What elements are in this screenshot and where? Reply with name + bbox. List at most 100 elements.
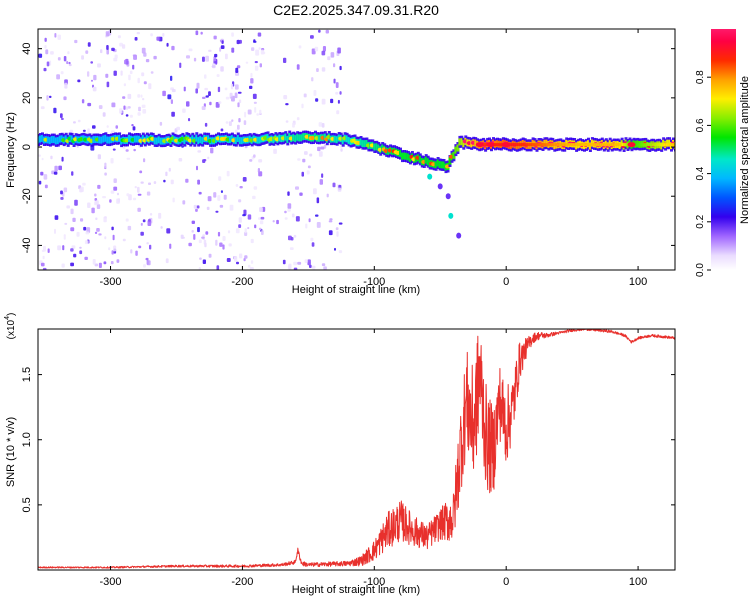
spectrogram-ridge-mid [359,138,363,146]
spectrogram-ridge-core [510,143,513,147]
spectrogram-x-tick-label: -300 [100,276,122,288]
spectrogram-ridge-core [615,143,618,147]
spectrogram-speckle [54,165,58,172]
spectrogram-speckle [54,228,56,234]
spectrogram-ridge-mid [460,138,464,146]
spectrogram-speckle [128,74,131,81]
spectrogram-ridge-mid [70,135,74,143]
spectrogram-ridge-mid [256,136,260,144]
spectrogram-speckle [113,70,117,76]
spectrogram-speckle [255,49,260,56]
spectrogram-speckle [66,61,69,65]
spectrogram-speckle [183,86,186,92]
spectrogram-ridge-core [512,143,515,147]
spectrogram-speckle [188,242,192,247]
spectrogram-speckle [139,170,143,174]
spectrogram-speckle [337,47,341,54]
spectrogram-speckle [150,71,154,74]
spectrogram-ridge-core [635,143,638,147]
spectrogram-speckle [305,223,308,229]
spectrogram-ridge-mid [302,133,306,141]
spectrogram-speckle [252,195,256,200]
spectrogram-speckle [339,65,342,71]
spectrogram-speckle [213,35,217,40]
spectrogram-speckle [231,32,234,37]
spectrogram-speckle [149,213,153,216]
spectrogram-speckle [106,45,109,50]
spectrogram-ridge-mid [266,133,270,141]
spectrogram-speckle [253,186,258,190]
spectrogram-speckle [287,208,291,212]
spectrogram-ridge-mid [296,133,300,141]
spectrogram-speckle [105,73,109,78]
spectrogram-speckle [148,83,152,90]
spectrogram-speckle [206,206,210,210]
spectrogram-ridge-mid [434,161,438,169]
spectrogram-speckle [127,93,132,99]
spectrogram-speckle [132,197,137,201]
spectrogram-speckle [212,63,216,69]
spectrogram-ridge-mid [118,134,122,142]
spectrogram-ridge-core [540,143,543,147]
spectrogram-speckle [202,96,206,99]
spectrogram-speckle [38,53,43,58]
spectrogram-ridge-mid [454,146,458,154]
spectrogram-ridge-core [554,143,557,147]
spectrogram-speckle [332,182,336,188]
spectrogram-speckle [217,195,221,201]
spectrogram-speckle [171,111,175,117]
spectrogram-speckle [244,111,247,118]
spectrogram-speckle [168,167,171,172]
spectrogram-speckle [133,54,137,60]
spectrogram-speckle [237,124,240,130]
spectrogram-ridge-mid [64,135,68,143]
spectrogram-speckle [96,228,100,232]
spectrogram-speckle [308,218,311,223]
spectrogram-speckle [153,181,157,184]
spectrogram-speckle [196,205,200,209]
spectrogram-speckle [40,171,44,176]
spectrogram-speckle [259,220,264,225]
spectrogram-speckle [48,60,52,66]
spectrogram-ridge-core [621,143,624,147]
spectrogram-ridge-mid [98,136,102,144]
spectrogram-speckle [225,96,230,100]
spectrogram-ridge-mid [234,137,238,145]
spectrogram-speckle [72,217,76,222]
spectrogram-speckle [193,204,198,209]
spectrogram-speckle [170,179,174,185]
spectrogram-speckle [216,265,220,270]
spectrogram-y-tick-label: 20 [21,92,33,104]
snr-frame [37,328,676,571]
spectrogram-speckle [109,199,112,203]
spectrogram-ridge-mid [104,134,108,142]
spectrogram-speckle [63,187,68,193]
spectrogram-speckle [198,239,202,244]
spectrogram-ridge-core [655,143,658,147]
spectrogram-speckle [126,157,131,160]
spectrogram-ridge-mid [191,135,195,143]
spectrogram-speckle [318,29,321,33]
spectrogram-ridge-core [530,143,533,147]
colorbar-tick-label: 0.8 [695,70,706,84]
spectrogram-ridge-mid [286,135,290,143]
spectrogram-speckle [198,191,202,195]
spectrogram-speckle [237,91,242,94]
spectrogram-speckle [298,45,302,49]
spectrogram-speckle [44,44,47,49]
spectrogram-speckle [46,61,50,67]
spectrogram-speckle [285,120,289,123]
spectrogram-speckle [204,87,208,91]
spectrogram-ridge-mid [377,144,381,152]
spectrogram-ridge-core [578,143,581,147]
spectrogram-speckle [301,171,304,177]
spectrogram-speckle [126,193,130,197]
spectrogram-speckle [116,198,120,204]
spectrogram-speckle [98,262,102,268]
spectrogram-ridge-mid [361,140,365,148]
spectrogram-speckle [136,32,140,35]
spectrogram-speckle [242,177,247,182]
spectrogram-tail-point [437,183,443,190]
spectrogram-speckle [242,214,246,217]
spectrogram-speckle [307,165,311,169]
